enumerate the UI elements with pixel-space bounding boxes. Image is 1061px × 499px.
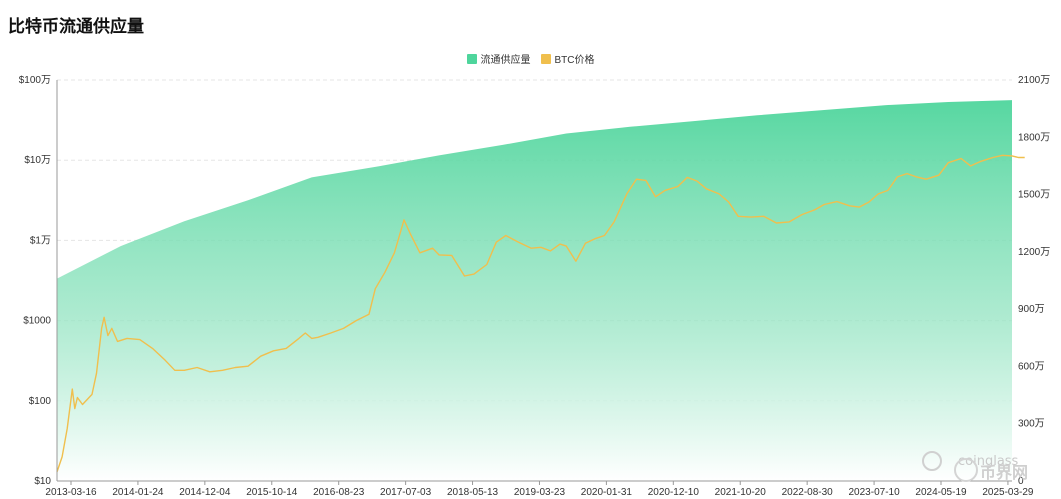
- coinglass-logo-icon: [922, 451, 942, 471]
- x-tick-label: 2025-03-29: [982, 487, 1034, 498]
- y-right-tick-label: 900万: [1018, 304, 1045, 315]
- watermark: coinglass 币界网: [922, 451, 1028, 482]
- y-left-tick-label: $1万: [30, 235, 51, 246]
- x-tick-label: 2016-08-23: [313, 487, 365, 498]
- y-right-tick-label: 600万: [1018, 361, 1045, 372]
- watermark-coinglass: coinglass: [958, 454, 1019, 469]
- y-left-tick-label: $10万: [24, 155, 51, 166]
- x-tick-label: 2015-10-14: [246, 487, 298, 498]
- legend-label-supply: 流通供应量: [480, 55, 531, 66]
- watermark-site: 币界网: [980, 463, 1028, 482]
- x-tick-label: 2017-07-03: [380, 487, 432, 498]
- supply-area: [57, 100, 1012, 481]
- legend-item-supply[interactable]: 流通供应量: [466, 51, 531, 66]
- y-left-tick-label: $100: [29, 396, 52, 407]
- supply-area-layer: [57, 100, 1012, 481]
- x-tick-label: 2022-08-30: [782, 487, 834, 498]
- x-tick-label: 2018-05-13: [447, 487, 499, 498]
- y-right-tick-label: 1800万: [1018, 132, 1050, 143]
- site-logo-icon: [954, 458, 978, 482]
- x-tick-label: 2013-03-16: [45, 487, 97, 498]
- x-tick-label: 2024-05-19: [915, 487, 967, 498]
- y-left-tick-label: $10: [34, 476, 51, 487]
- legend-swatch-price: [540, 53, 551, 64]
- y-left-tick-label: $100万: [19, 75, 51, 86]
- legend-item-price[interactable]: BTC价格: [540, 51, 595, 66]
- chart-legend: 流通供应量 BTC价格: [0, 51, 1061, 66]
- y-left-tick-label: $1000: [23, 316, 51, 327]
- y-right-tick-label: 1500万: [1018, 190, 1050, 201]
- x-tick-label: 2021-10-20: [715, 487, 767, 498]
- legend-label-price: BTC价格: [554, 55, 595, 66]
- chart-title: 比特币流通供应量: [8, 17, 144, 36]
- x-tick-label: 2014-12-04: [179, 487, 231, 498]
- axes: $10 $100 $1000 $1万 $10万 $100万 0 300万 600万 900万 120…: [19, 75, 1051, 498]
- x-tick-label: 2014-01-24: [112, 487, 164, 498]
- y-right-tick-label: 1200万: [1018, 247, 1050, 258]
- price-line-layer: [56, 154, 1025, 473]
- x-tick-label: 2020-12-10: [648, 487, 700, 498]
- x-tick-label: 2023-07-10: [849, 487, 901, 498]
- y-right-tick-label: 300万: [1018, 419, 1045, 430]
- price-line: [56, 154, 1025, 473]
- y-right-tick-label: 0: [1018, 476, 1024, 487]
- x-tick-label: 2019-03-23: [514, 487, 566, 498]
- legend-swatch-supply: [466, 53, 477, 64]
- y-right-tick-label: 2100万: [1018, 75, 1050, 86]
- x-tick-label: 2020-01-31: [581, 487, 633, 498]
